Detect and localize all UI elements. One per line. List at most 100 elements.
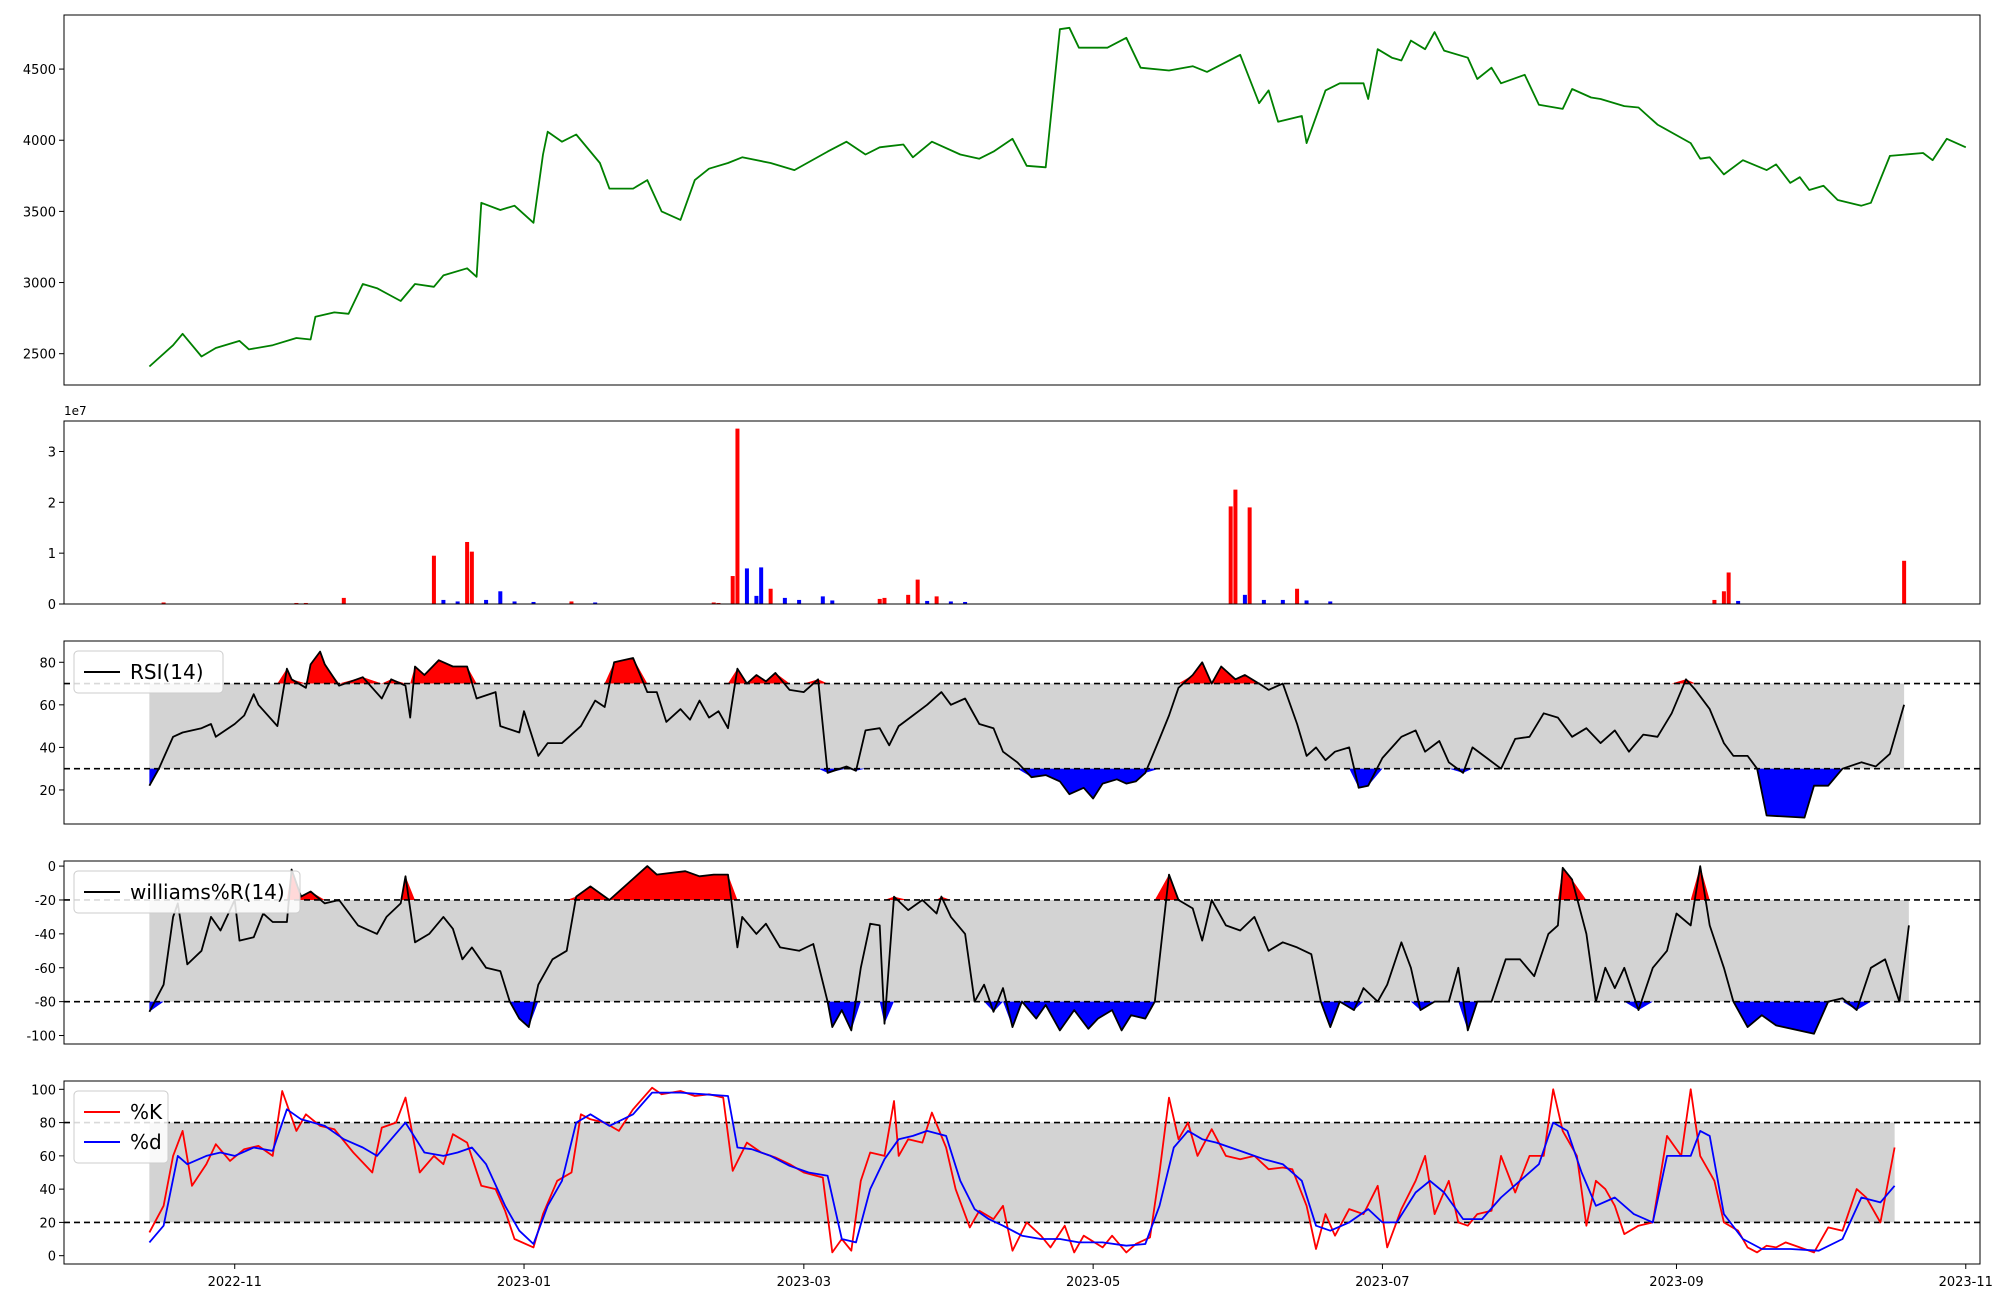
series-line-1 [148,1091,1896,1252]
y-tick-label: 20 [39,784,56,799]
y-tick-label: 3500 [23,205,56,220]
legend-box [73,1090,169,1164]
y-tick-label: 0 [48,1250,56,1265]
volume-bar-down [948,601,953,604]
volume-bar-down [498,591,503,604]
volume-bar-up [1228,506,1233,604]
volume-bar-up [1721,591,1726,604]
y-tick-label: -100 [26,1030,56,1045]
y-tick-label: 1 [48,547,56,562]
overbought-fill [149,866,1909,900]
x-tick-label: 2022-11 [208,1275,262,1290]
series-line-0 [148,1086,1896,1254]
legend-label: williams%R(14) [130,880,285,904]
axes-frame [63,14,1981,386]
volume-bar-up [934,596,939,604]
volume-bar-up [303,602,308,604]
rsi-panel: 20 40 60 80 RSI(14) [39,640,1981,825]
legend-box [73,870,301,914]
legend-box [73,650,224,694]
volume-bar-up [711,602,716,604]
volume-bar-down [531,601,536,604]
volume-bar-up [915,579,920,604]
volume-bar-down [925,600,930,604]
series-line-0 [148,865,1910,1035]
x-tick-label: 2023-03 [777,1275,831,1290]
volume-bar-down [484,599,489,604]
series-line-0 [148,26,1967,368]
axis-offset-label: 1e7 [64,404,87,418]
volume-bar-down [441,599,446,604]
stochastic-panel: 0 20 40 60 80 100 2022-11 2023-01 2023-03 2023-05… [31,1080,1993,1290]
plot-area [64,650,1980,819]
volume-bar-down [830,600,835,604]
volume-bar-down [1280,599,1285,604]
volume-bar-up [1712,599,1717,604]
x-tick-label: 2023-09 [1649,1275,1703,1290]
volume-bar-up [768,588,773,604]
volume-panel: 0 1 2 3 1e7 [48,404,1981,613]
y-tick-label: 60 [39,699,56,714]
volume-bar-up [465,541,470,604]
volume-bar-down [744,568,749,604]
threshold-band [149,1122,1895,1223]
y-tick-label: 80 [39,656,56,671]
volume-bar-down [797,599,802,604]
oversold-fill [149,1001,1909,1034]
overbought-fill [149,651,1905,684]
williams-r-panel: 0 -20 -40 -60 -80 -100 williams%R(14) [26,860,1981,1045]
plot-area [161,428,1907,604]
volume-bar-down [1328,601,1333,604]
x-tick-label: 2023-07 [1355,1275,1409,1290]
volume-bar-up [341,597,346,604]
y-tick-label: 2500 [23,348,56,363]
y-tick-label: 3 [48,446,56,461]
price-panel: 2500 3000 3500 4000 4500 [23,14,1981,386]
volume-bar-down [782,597,787,604]
y-tick-label: 40 [39,1183,56,1198]
volume-bar-down [820,596,825,604]
legend-label: %d [130,1130,162,1154]
volume-bar-up [1233,489,1238,604]
y-tick-label: 4500 [23,63,56,78]
axes-frame [63,640,1981,825]
volume-bar-down [455,601,460,604]
volume-bar-up [569,601,574,604]
volume-bar-down [512,601,517,604]
volume-bar-down [1242,594,1247,604]
y-tick-label: 40 [39,741,56,756]
y-tick-label: 60 [39,1150,56,1165]
legend-label: RSI(14) [130,660,204,684]
plot-area [64,865,1980,1035]
threshold-band [149,899,1909,1002]
volume-bar-up [1902,560,1907,604]
volume-bar-up [1726,572,1731,604]
y-tick-label: 100 [31,1083,56,1098]
volume-bar-down [1304,600,1309,604]
y-tick-label: 4000 [23,134,56,149]
y-tick-label: -20 [35,894,56,909]
axes-frame [63,420,1981,605]
series-line-0 [148,650,1905,819]
volume-bar-up [906,594,911,604]
volume-bar-up [1295,588,1300,604]
axes-frame [63,1080,1981,1265]
volume-bar-up [161,602,166,604]
y-tick-label: -40 [35,928,56,943]
y-tick-label: 0 [48,860,56,875]
volume-bar-up [882,597,887,604]
y-tick-label: 80 [39,1117,56,1132]
volume-bar-up [294,602,299,604]
volume-bar-down [963,601,968,604]
volume-bar-up [877,598,882,604]
volume-bar-down [759,567,764,604]
volume-bar-up [469,551,474,604]
volume-bar-up [1247,507,1252,604]
legend: %K %d [73,1090,169,1164]
y-tick-label: -60 [35,962,56,977]
volume-bar-down [1736,600,1741,604]
y-tick-label: -80 [35,996,56,1011]
oversold-fill [149,768,1905,818]
volume-bar-down [593,602,598,604]
axes-frame [63,860,1981,1045]
